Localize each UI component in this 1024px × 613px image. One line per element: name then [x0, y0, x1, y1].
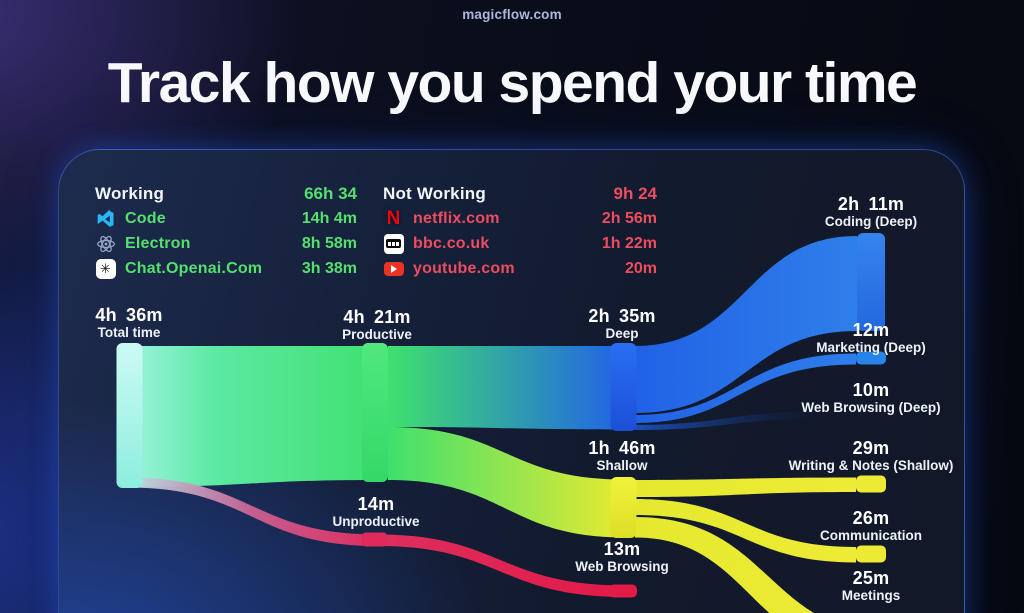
node-writing-notes — [856, 475, 886, 493]
youtube-icon — [383, 258, 404, 279]
label-marketing-deep: 12m Marketing (Deep) — [816, 320, 926, 355]
legend-working-header: Working 66h 34 — [95, 181, 357, 206]
label-communication: 26m Communication — [819, 508, 922, 543]
flow-productive-shallow — [388, 427, 625, 538]
openai-icon: ✳ — [95, 258, 116, 279]
not-working-total: 9h 24 — [613, 183, 657, 203]
flow-total-unproductive — [128, 477, 378, 546]
site-name: bbc.co.uk — [413, 234, 490, 252]
not-working-label: Not Working — [383, 183, 486, 203]
flow-shallow-meetings — [635, 517, 814, 613]
app-value: 3h 38m — [301, 259, 357, 277]
label-unproductive: 14m Unproductive — [332, 494, 420, 529]
site-watermark: magicflow.com — [462, 7, 562, 22]
node-productive — [362, 343, 388, 482]
flow-total-productive — [128, 346, 378, 487]
site-value: 20m — [624, 259, 657, 277]
site-value: 1h 22m — [601, 234, 657, 252]
flow-deep-webbrowsing-deep — [635, 412, 812, 430]
legend-row-bbc: bbc.co.uk 1h 22m — [383, 231, 657, 256]
legend-row-chatopenai: ✳ Chat.Openai.Com 3h 38m — [95, 256, 357, 281]
legend-row-youtube: youtube.com 20m — [383, 256, 657, 281]
app-name: Chat.Openai.Com — [125, 259, 263, 277]
site-name: youtube.com — [413, 259, 515, 277]
legend-working: Working 66h 34 Code 14h 4m Electron 8h 5… — [95, 181, 357, 281]
legend-row-electron: Electron 8h 58m — [95, 231, 357, 256]
label-webbrowsing-unproductive: 13m Web Browsing — [575, 539, 669, 574]
working-label: Working — [95, 183, 165, 203]
label-coding-deep: 2h 11m Coding (Deep) — [824, 194, 918, 229]
page-title: Track how you spend your time — [107, 51, 918, 115]
flow-unproductive-webbrowsing — [378, 534, 625, 597]
legend-not-working: Not Working 9h 24 N netflix.com 2h 56m b… — [383, 181, 657, 281]
node-communication — [856, 545, 886, 563]
node-deep — [610, 343, 637, 431]
vscode-icon — [95, 208, 116, 229]
node-marketing-deep — [856, 351, 886, 365]
flow-productive-deep — [388, 346, 625, 430]
label-total-time: 4h 36m Total time — [95, 305, 163, 340]
app-name: Code — [125, 209, 166, 227]
flow-deep-coding — [635, 236, 857, 413]
label-productive: 4h 21m Productive — [342, 307, 412, 342]
label-shallow: 1h 46m Shallow — [588, 438, 656, 473]
node-coding-deep — [857, 233, 885, 331]
label-deep: 2h 35m Deep — [588, 306, 656, 341]
legend-notworking-header: Not Working 9h 24 — [383, 181, 657, 206]
netflix-icon: N — [386, 207, 401, 229]
node-shallow — [610, 477, 637, 538]
app-value: 14h 4m — [301, 209, 357, 227]
label-writing-notes: 29m Writing & Notes (Shallow) — [788, 438, 954, 473]
flow-shallow-communication — [635, 499, 856, 563]
electron-icon — [95, 233, 116, 254]
flow-shallow-writing — [635, 477, 856, 497]
node-total-time — [116, 343, 143, 488]
app-value: 8h 58m — [301, 234, 357, 252]
label-webbrowsing-deep: 10m Web Browsing (Deep) — [801, 380, 941, 415]
site-name: netflix.com — [413, 209, 500, 227]
node-unproductive — [361, 532, 388, 547]
node-webbrowsing-unproductive — [609, 584, 637, 598]
bbc-icon — [383, 233, 404, 254]
site-value: 2h 56m — [601, 209, 657, 227]
flow-deep-marketing — [635, 353, 856, 423]
app-name: Electron — [125, 234, 191, 252]
label-meetings: 25m Meetings — [841, 568, 901, 603]
legend-row-netflix: N netflix.com 2h 56m — [383, 206, 657, 231]
legend-row-code: Code 14h 4m — [95, 206, 357, 231]
working-total: 66h 34 — [304, 183, 357, 203]
